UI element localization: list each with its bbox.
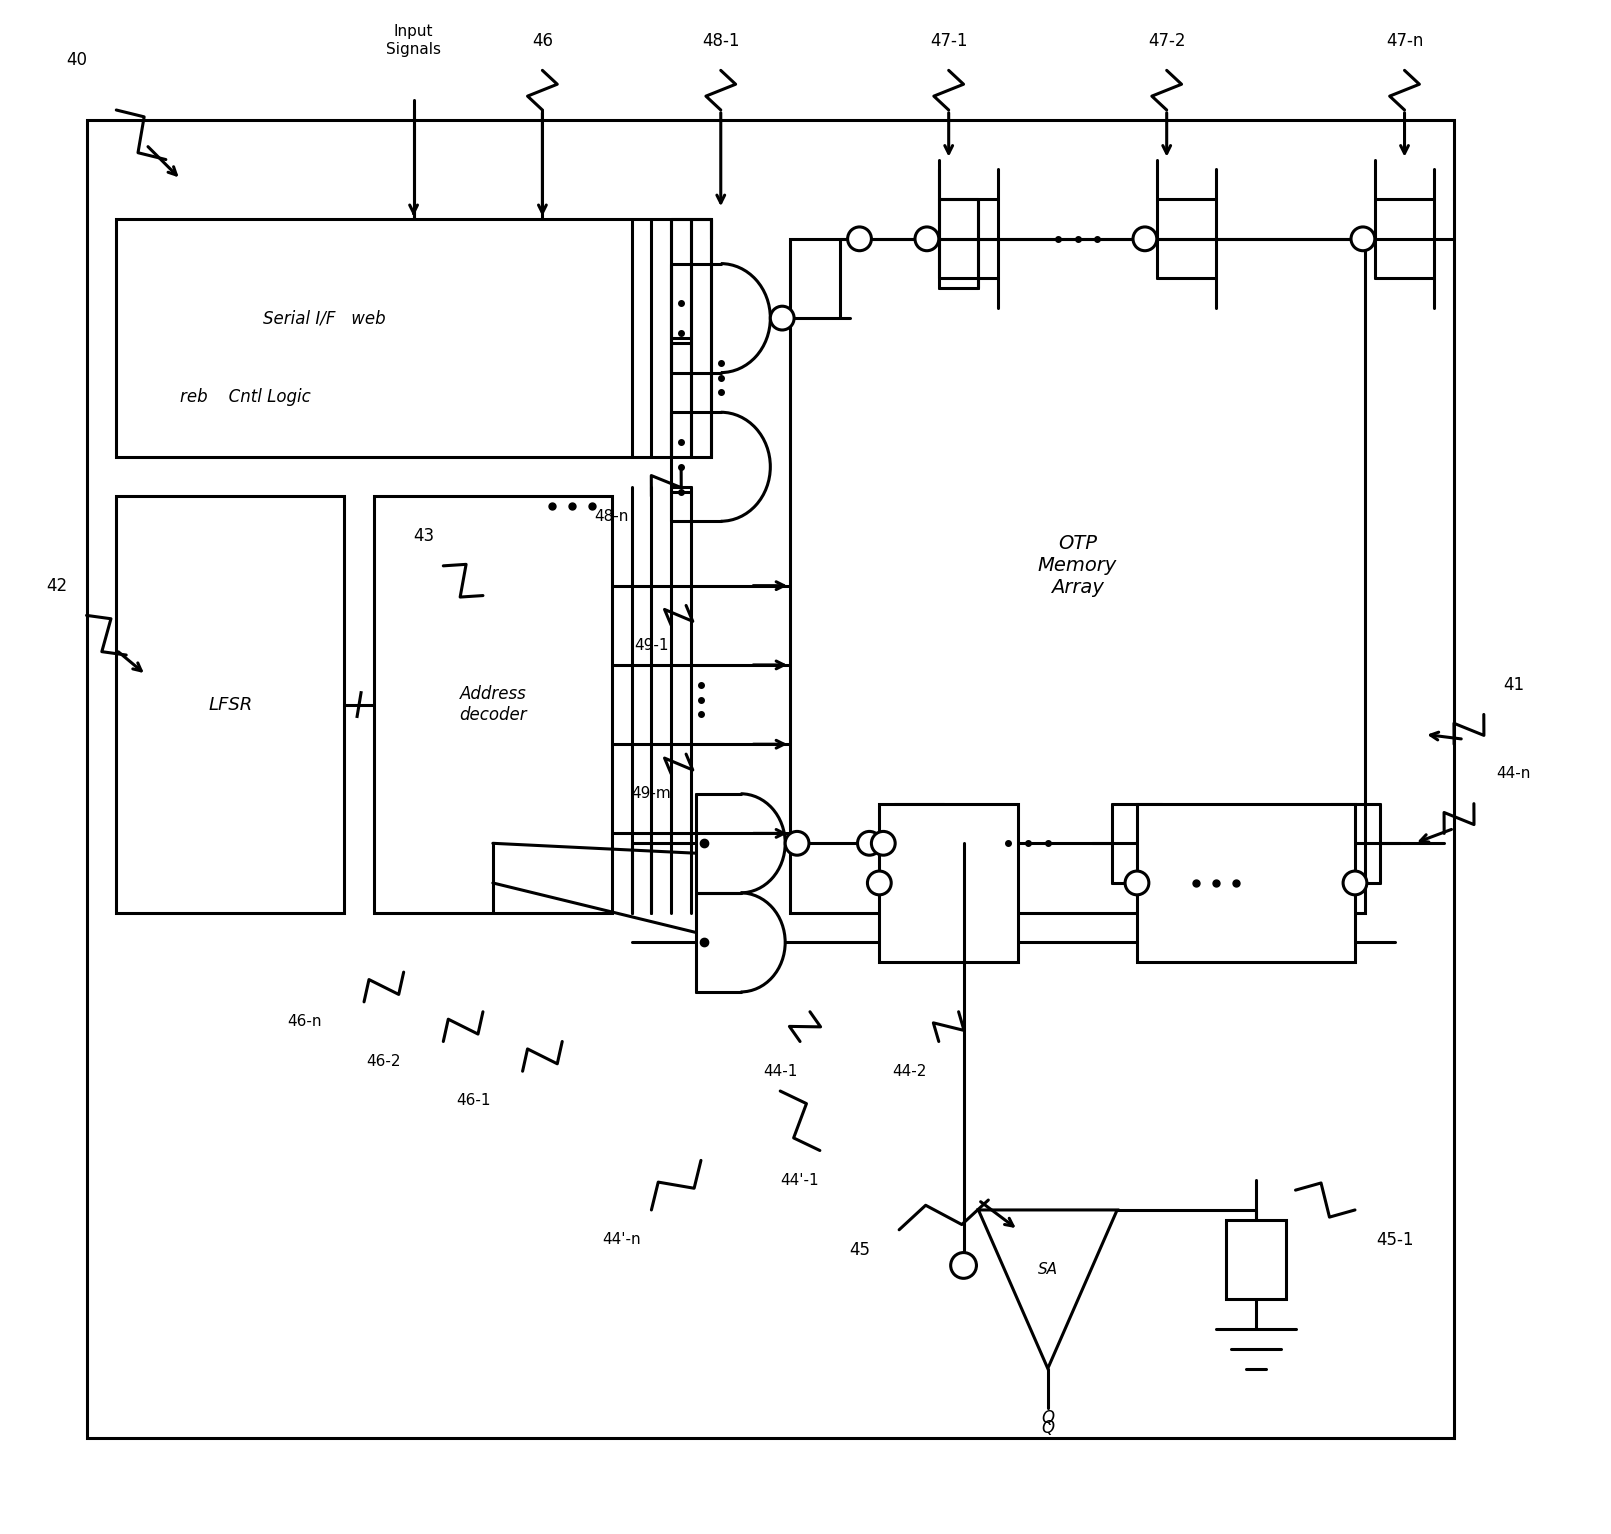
Text: 42: 42 bbox=[47, 577, 68, 595]
Text: 46-2: 46-2 bbox=[367, 1054, 401, 1069]
Text: Q: Q bbox=[1041, 1419, 1054, 1437]
Bar bbox=[116, 497, 345, 913]
Bar bbox=[1226, 1220, 1286, 1299]
Bar bbox=[374, 497, 612, 913]
Bar bbox=[87, 120, 1455, 1437]
Text: Address
decoder: Address decoder bbox=[459, 686, 527, 724]
Text: 44'-n: 44'-n bbox=[603, 1232, 641, 1247]
Circle shape bbox=[857, 831, 881, 854]
Circle shape bbox=[950, 1253, 976, 1278]
Text: LFSR: LFSR bbox=[208, 695, 253, 713]
Circle shape bbox=[1124, 871, 1149, 894]
Text: 47-n: 47-n bbox=[1385, 32, 1423, 49]
Circle shape bbox=[1352, 227, 1374, 250]
Circle shape bbox=[1133, 227, 1157, 250]
Text: reb    Cntl Logic: reb Cntl Logic bbox=[180, 388, 311, 407]
Text: 49-1: 49-1 bbox=[635, 638, 669, 652]
Text: Q: Q bbox=[1041, 1410, 1054, 1427]
Bar bbox=[880, 804, 1018, 962]
Text: 43: 43 bbox=[412, 528, 433, 545]
Bar bbox=[116, 219, 710, 457]
Text: 48-n: 48-n bbox=[594, 509, 628, 523]
Circle shape bbox=[872, 831, 896, 854]
Text: 46-1: 46-1 bbox=[456, 1094, 490, 1109]
Text: 48-1: 48-1 bbox=[702, 32, 739, 49]
Text: 45-1: 45-1 bbox=[1376, 1230, 1413, 1249]
Text: 47-1: 47-1 bbox=[930, 32, 968, 49]
Text: 44-2: 44-2 bbox=[892, 1063, 926, 1078]
Text: 41: 41 bbox=[1503, 676, 1524, 693]
Text: 49-m: 49-m bbox=[632, 787, 672, 801]
Circle shape bbox=[1344, 871, 1366, 894]
Text: OTP
Memory
Array: OTP Memory Array bbox=[1037, 534, 1116, 597]
Text: 40: 40 bbox=[66, 52, 87, 69]
Text: 44'-1: 44'-1 bbox=[781, 1172, 820, 1187]
Text: 46-n: 46-n bbox=[287, 1014, 322, 1029]
Circle shape bbox=[770, 307, 794, 330]
Bar bbox=[789, 239, 1365, 913]
Circle shape bbox=[785, 831, 809, 854]
Circle shape bbox=[847, 227, 872, 250]
Text: 45: 45 bbox=[849, 1241, 870, 1258]
Bar bbox=[1137, 804, 1355, 962]
Text: Input
Signals: Input Signals bbox=[387, 25, 441, 57]
Text: SA: SA bbox=[1037, 1262, 1058, 1276]
Text: 47-2: 47-2 bbox=[1149, 32, 1186, 49]
Circle shape bbox=[867, 871, 891, 894]
Circle shape bbox=[915, 227, 939, 250]
Text: 44-1: 44-1 bbox=[764, 1063, 797, 1078]
Text: Serial I/F   web: Serial I/F web bbox=[263, 310, 385, 327]
Text: 44-n: 44-n bbox=[1497, 767, 1530, 781]
Text: 46: 46 bbox=[532, 32, 553, 49]
